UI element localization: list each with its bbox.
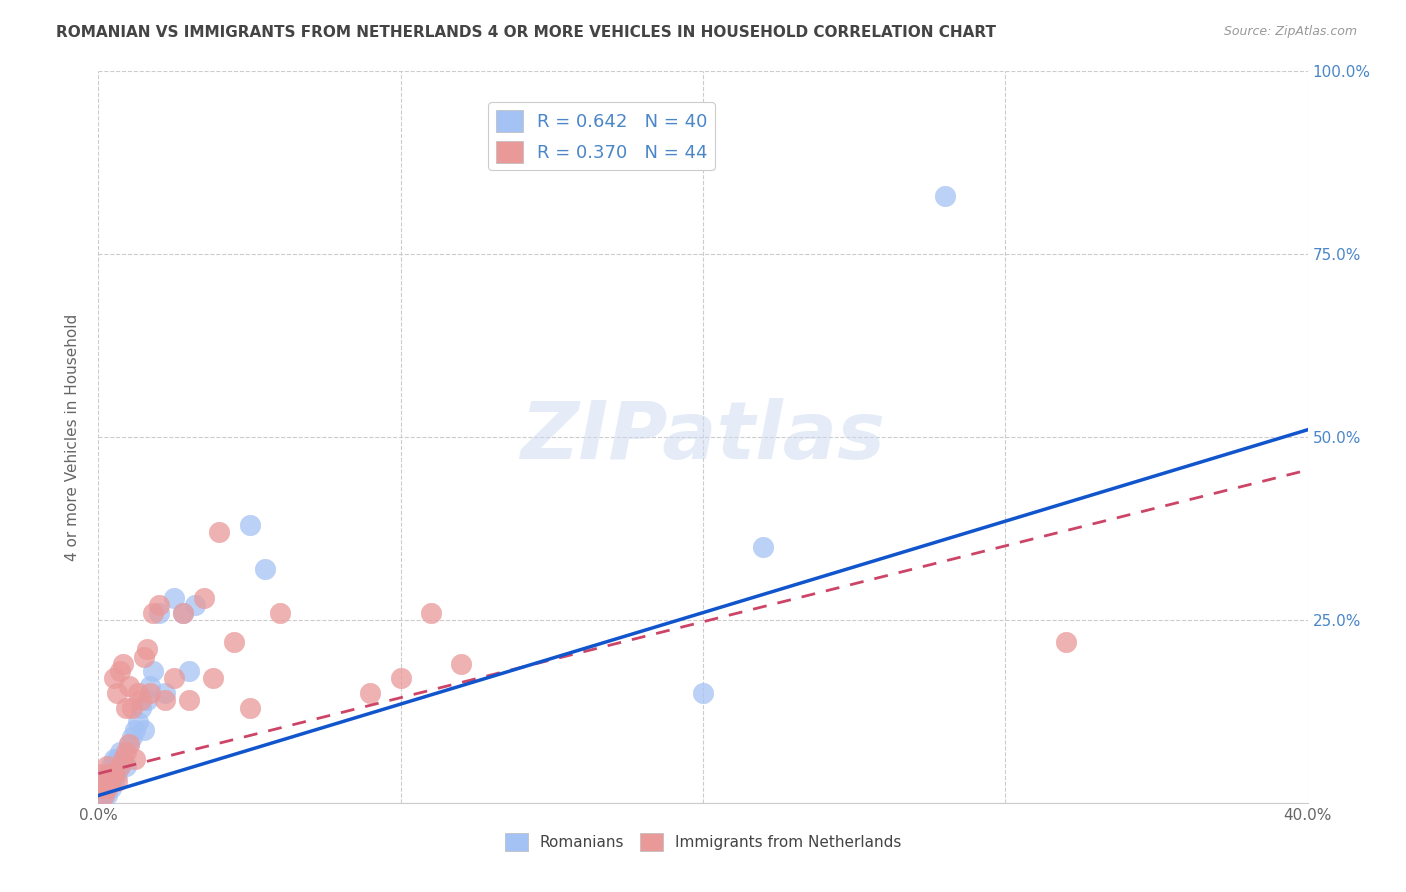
Point	[90, 781, 112, 796]
Point	[100, 773, 122, 788]
Point	[103, 773, 125, 788]
Point	[90, 789, 112, 803]
Point	[93, 789, 115, 803]
Point	[108, 664, 131, 678]
Point	[118, 679, 141, 693]
Point	[135, 693, 157, 707]
Point	[111, 657, 134, 671]
Point	[172, 606, 194, 620]
Text: ZIPatlas: ZIPatlas	[520, 398, 886, 476]
Point	[93, 773, 115, 788]
Point	[389, 672, 412, 686]
Point	[142, 664, 165, 678]
Point	[239, 700, 262, 714]
Point	[100, 759, 122, 773]
Point	[135, 642, 157, 657]
Text: Source: ZipAtlas.com: Source: ZipAtlas.com	[1223, 25, 1357, 38]
Point	[179, 693, 201, 707]
Point	[360, 686, 382, 700]
Point	[100, 766, 122, 780]
Point	[153, 693, 176, 707]
Point	[96, 759, 118, 773]
Point	[450, 657, 472, 671]
Point	[96, 789, 118, 803]
Point	[179, 664, 201, 678]
Point	[96, 781, 118, 796]
Point	[269, 606, 291, 620]
Point	[148, 606, 170, 620]
Y-axis label: 4 or more Vehicles in Household: 4 or more Vehicles in Household	[65, 313, 80, 561]
Point	[163, 672, 186, 686]
Point	[752, 540, 775, 554]
Point	[111, 752, 134, 766]
Point	[142, 606, 165, 620]
Point	[420, 606, 443, 620]
Point	[172, 606, 194, 620]
Point	[114, 745, 136, 759]
Point	[692, 686, 714, 700]
Point	[108, 759, 131, 773]
Point	[934, 188, 956, 202]
Point	[118, 737, 141, 751]
Point	[105, 773, 128, 788]
Point	[202, 672, 225, 686]
Point	[105, 766, 128, 780]
Point	[184, 599, 207, 613]
Point	[114, 700, 136, 714]
Point	[100, 781, 122, 796]
Point	[90, 766, 112, 780]
Point	[139, 686, 162, 700]
Point	[124, 752, 146, 766]
Point	[153, 686, 176, 700]
Point	[90, 781, 112, 796]
Point	[108, 759, 131, 773]
Point	[103, 766, 125, 780]
Point	[224, 635, 246, 649]
Point	[121, 700, 143, 714]
Point	[93, 789, 115, 803]
Point	[163, 591, 186, 605]
Point	[111, 752, 134, 766]
Point	[105, 686, 128, 700]
Point	[129, 700, 152, 714]
Point	[132, 723, 155, 737]
Point	[103, 752, 125, 766]
Point	[93, 781, 115, 796]
Point	[124, 723, 146, 737]
Point	[127, 715, 149, 730]
Point	[96, 766, 118, 780]
Point	[96, 781, 118, 796]
Text: ROMANIAN VS IMMIGRANTS FROM NETHERLANDS 4 OR MORE VEHICLES IN HOUSEHOLD CORRELAT: ROMANIAN VS IMMIGRANTS FROM NETHERLANDS …	[56, 25, 997, 40]
Point	[100, 773, 122, 788]
Point	[103, 766, 125, 780]
Point	[132, 649, 155, 664]
Point	[193, 591, 215, 605]
Point	[114, 759, 136, 773]
Point	[129, 693, 152, 707]
Point	[105, 752, 128, 766]
Point	[118, 737, 141, 751]
Point	[253, 562, 276, 576]
Legend: Romanians, Immigrants from Netherlands: Romanians, Immigrants from Netherlands	[499, 827, 907, 857]
Point	[93, 773, 115, 788]
Point	[208, 525, 231, 540]
Point	[239, 517, 262, 532]
Point	[121, 730, 143, 744]
Point	[108, 745, 131, 759]
Point	[103, 672, 125, 686]
Point	[127, 686, 149, 700]
Point	[1054, 635, 1077, 649]
Point	[139, 679, 162, 693]
Point	[148, 599, 170, 613]
